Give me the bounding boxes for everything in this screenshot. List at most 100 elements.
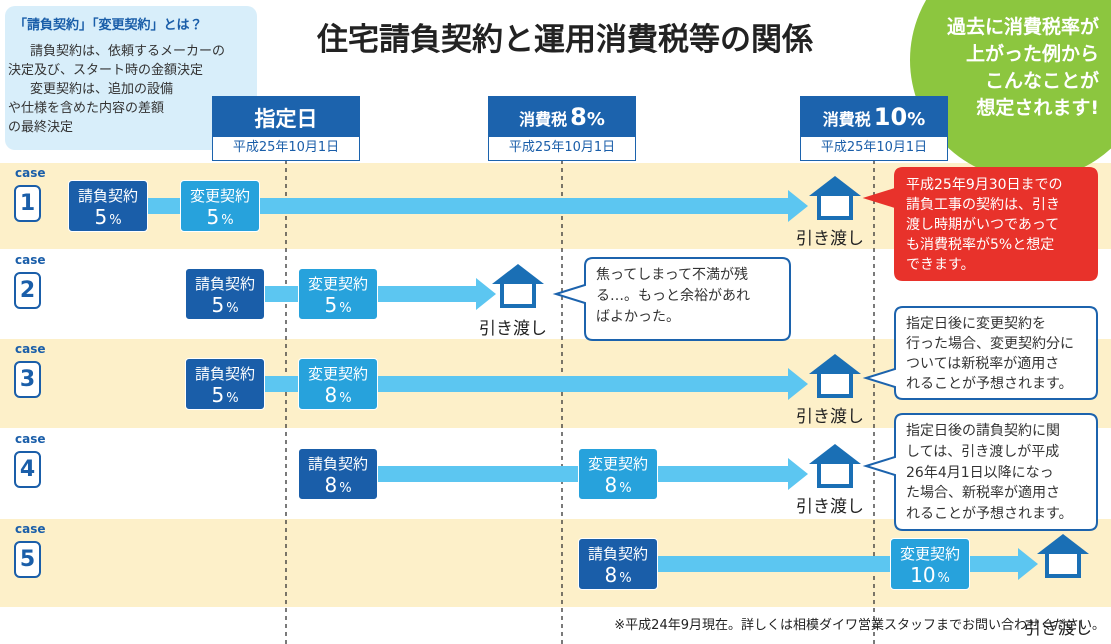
house-body [1045,550,1081,578]
callout-line: ついては新税率が適用さ [906,356,1060,372]
arrow-head [788,458,808,490]
house-roof [809,444,861,464]
arrow-head [788,368,808,400]
arrow-head [476,278,496,310]
intro-line: 変更契約は、追加の設備 [30,82,174,97]
contract-rate: 5% [181,206,259,232]
intro-line: 決定及び、スタート時の金額決定 [8,63,204,78]
contract-rate: 8% [579,474,657,500]
callout-bubble [862,167,1098,281]
callout-line: れることが予想されます。 [906,376,1073,392]
contract-rate-unit: % [619,481,632,496]
case-label: case [15,522,46,536]
case-number-box: 1 [14,185,41,222]
callout-line: れることが予想されます。 [906,506,1073,523]
callout-line: 焦ってしまって不満が残 [596,267,749,283]
contract-rate-unit: % [226,391,239,406]
contract-rate-value: 8 [324,383,338,407]
handover-label: 引き渡し [796,497,864,517]
column-date-text: 平成25年10月1日 [820,140,928,155]
intro-line: の最終決定 [8,120,74,135]
column-header: 消費税 8% [488,96,636,136]
contract-rate: 8% [299,474,377,500]
callout-line: 指定日後の請負契約に関 [906,423,1060,439]
contract-rate-value: 8 [324,473,338,497]
contract-rate: 5% [299,294,377,320]
contract-box: 請負契約 5% [185,358,265,410]
handover-label: 引き渡し [796,407,864,427]
callout-line: しては、引き渡しが平成 [906,443,1060,460]
house-roof [809,176,861,196]
contract-rate: 5% [186,294,264,320]
contract-rate-value: 8 [604,473,618,497]
column-date: 平成25年10月1日 [212,136,360,161]
column-date: 平成25年10月1日 [488,136,636,161]
arrow-head [788,190,808,222]
contract-rate-value: 5 [211,383,225,407]
contract-rate-unit: % [226,301,239,316]
contract-rate: 5% [186,384,264,410]
contract-name: 請負契約 [587,545,648,563]
house-roof [492,264,544,284]
callout-line: 平成25年9月30日までの [906,177,1063,193]
house-body [500,280,536,308]
arrow-shaft [338,466,790,482]
column-label: 指定日 [254,107,318,131]
contract-name: 変更契約 [587,455,648,473]
column-value: 10 [873,103,908,131]
contract-box: 請負契約 8% [578,538,658,590]
callout-bubble [552,257,791,341]
contract-box: 変更契約 10% [890,538,970,590]
case-number-box: 5 [14,541,41,578]
callout-line: 26年4月1日以降になっ [906,464,1054,481]
callout-line: る…。もっと余裕があれ [596,288,750,304]
contract-name: 請負契約 [77,187,138,205]
contract-box: 請負契約 8% [298,448,378,500]
contract-rate-unit: % [339,481,352,496]
contract-box: 請負契約 5% [68,180,148,232]
footnote: ※平成24年9月現在。詳しくは相模ダイワ営業スタッフまでお問い合わせください。 [614,618,1105,633]
contract-rate-unit: % [109,213,122,228]
contract-name: 変更契約 [307,275,368,293]
contract-box: 請負契約 5% [185,268,265,320]
intro-line: 請負契約は、依頼するメーカーの [30,44,226,59]
column-header: 消費税 10% [800,96,948,136]
contract-box: 変更契約 8% [298,358,378,410]
house-body [817,460,853,488]
case-label: case [15,432,46,446]
callout-bubble [862,306,1098,400]
contract-rate-value: 5 [211,293,225,317]
house-roof [1037,534,1089,554]
handover-label: 引き渡し [796,229,864,249]
contract-name: 請負契約 [194,275,255,293]
contract-rate: 8% [579,564,657,590]
contract-rate: 8% [299,384,377,410]
badge-line: 想定されます! [976,97,1099,119]
intro-title: 「請負契約」「変更契約」とは？ [14,18,203,33]
case-label: case [15,342,46,356]
contract-rate-unit: % [339,391,352,406]
case-number-box: 3 [14,361,41,398]
case-number: 3 [19,367,36,392]
contract-box: 変更契約 8% [578,448,658,500]
contract-rate-value: 5 [94,205,108,229]
page-title: 住宅請負契約と運用消費税等の関係 [317,22,813,58]
contract-rate-unit: % [937,571,950,586]
contract-rate-value: 5 [206,205,220,229]
callout-line: も消費税率が5%と想定 [906,237,1055,253]
contract-name: 請負契約 [307,455,368,473]
badge-line: 上がった例から [965,43,1099,65]
contract-rate-value: 8 [604,563,618,587]
column-date-text: 平成25年10月1日 [232,140,340,155]
case-number: 5 [19,547,36,572]
contract-rate-unit: % [619,571,632,586]
callout-line: 請負工事の契約は、引き [906,197,1060,213]
contract-rate-unit: % [339,301,352,316]
case-number: 2 [19,278,36,303]
handover-label: 引き渡し [1024,619,1092,639]
badge-line: こんなことが [984,70,1099,92]
callout-bubble [862,413,1098,531]
house-body [817,192,853,220]
case-label: case [15,166,46,180]
